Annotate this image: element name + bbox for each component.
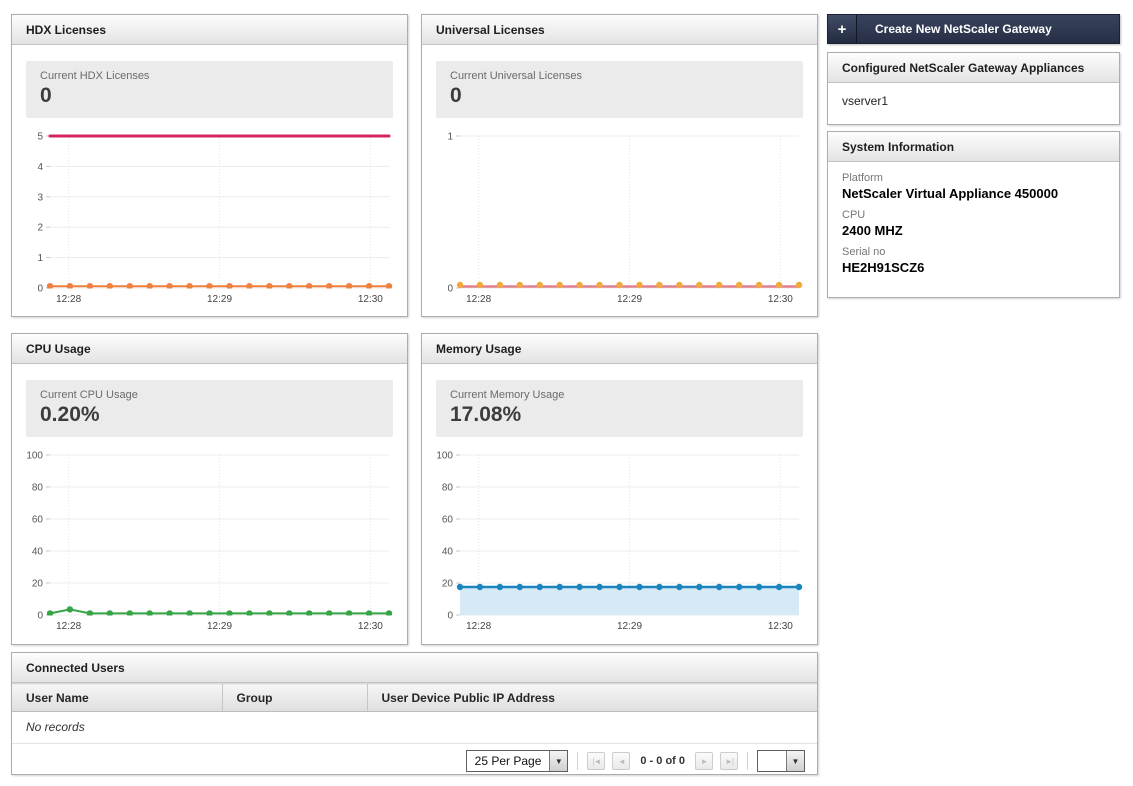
create-new-gateway-label: Create New NetScaler Gateway: [857, 15, 1119, 43]
platform-value: NetScaler Virtual Appliance 450000: [842, 186, 1059, 201]
svg-text:20: 20: [32, 579, 44, 590]
connected-users-title: Connected Users: [12, 653, 817, 683]
universal-stat-value: 0: [450, 84, 462, 107]
svg-text:12:30: 12:30: [358, 294, 383, 305]
platform-label: Platform: [842, 172, 883, 184]
hdx-licenses-panel: HDX Licenses Current HDX Licenses 0 0 1 2 3…: [11, 14, 408, 317]
svg-text:40: 40: [32, 547, 44, 558]
page-jump-value: [758, 751, 786, 771]
memory-usage-panel-title: Memory Usage: [422, 334, 817, 364]
svg-text:80: 80: [32, 483, 44, 494]
page-jump-select[interactable]: ▼: [757, 750, 805, 772]
svg-text:12:28: 12:28: [56, 621, 81, 632]
cpu-usage-panel: CPU Usage Current CPU Usage 0.20% 0 20 40 6…: [11, 333, 408, 645]
hdx-stat-value: 0: [40, 84, 52, 107]
svg-text:100: 100: [26, 451, 43, 462]
svg-text:4: 4: [37, 162, 43, 173]
svg-text:100: 100: [436, 451, 453, 462]
svg-text:12:28: 12:28: [466, 621, 491, 632]
universal-licenses-panel-title: Universal Licenses: [422, 15, 817, 45]
svg-text:60: 60: [442, 515, 454, 526]
memory-stat-label: Current Memory Usage: [450, 389, 565, 401]
svg-text:12:29: 12:29: [617, 621, 642, 632]
cpu-label: CPU: [842, 209, 866, 221]
svg-text:12:28: 12:28: [466, 294, 491, 305]
svg-text:12:28: 12:28: [56, 294, 81, 305]
universal-current-stat: Current Universal Licenses 0: [436, 61, 803, 118]
svg-text:12:29: 12:29: [207, 294, 232, 305]
serial-label: Serial no: [842, 246, 886, 258]
hdx-current-stat: Current HDX Licenses 0: [26, 61, 393, 118]
configured-appliances-title: Configured NetScaler Gateway Appliances: [828, 53, 1119, 83]
pager-divider: [577, 752, 579, 770]
col-user-device-ip: User Device Public IP Address: [366, 683, 817, 712]
svg-text:12:30: 12:30: [358, 621, 383, 632]
svg-text:2: 2: [37, 223, 43, 234]
svg-text:12:29: 12:29: [207, 621, 232, 632]
svg-text:40: 40: [442, 547, 454, 558]
serial-value: HE2H91SCZ6: [842, 260, 925, 275]
memory-stat-value: 17.08%: [450, 403, 522, 426]
configured-appliances-panel: Configured NetScaler Gateway Appliances …: [827, 52, 1120, 125]
cpu-usage-chart: 0 20 40 60 80 100 12:28 12:29 12:30: [18, 447, 399, 633]
connected-users-table: User Name Group User Device Public IP Ad…: [12, 683, 817, 712]
appliance-item-vserver1[interactable]: vserver1: [842, 94, 889, 108]
system-information-panel: System Information Platform NetScaler Vi…: [827, 131, 1120, 298]
cpu-stat-label: Current CPU Usage: [40, 389, 138, 401]
hdx-stat-label: Current HDX Licenses: [40, 70, 150, 82]
page-range-text: 0 - 0 of 0: [640, 755, 685, 767]
svg-text:3: 3: [37, 192, 43, 203]
system-information-title: System Information: [828, 132, 1119, 162]
universal-licenses-panel: Universal Licenses Current Universal Lic…: [421, 14, 818, 317]
cpu-stat-value: 0.20%: [40, 403, 100, 426]
col-user-name: User Name: [12, 683, 222, 712]
memory-usage-chart: 0 20 40 60 80 100 12:28 12:29 12:30: [428, 447, 809, 633]
svg-text:1: 1: [447, 132, 453, 143]
per-page-value: 25 Per Page: [474, 754, 542, 768]
svg-text:12:30: 12:30: [768, 621, 793, 632]
hdx-licenses-panel-title: HDX Licenses: [12, 15, 407, 45]
universal-stat-label: Current Universal Licenses: [450, 70, 583, 82]
last-page-button[interactable]: ►|: [720, 752, 738, 770]
svg-text:0: 0: [37, 284, 43, 295]
connected-users-panel: Connected Users User Name Group User Dev…: [11, 652, 818, 775]
svg-text:12:30: 12:30: [768, 294, 793, 305]
prev-page-button[interactable]: ◄: [612, 752, 631, 770]
per-page-select[interactable]: 25 Per Page ▼: [465, 750, 569, 772]
page-jump-dropdown-arrow-icon[interactable]: ▼: [786, 751, 804, 771]
universal-licenses-chart: 0 1 12:28 12:29 12:30: [428, 128, 809, 306]
svg-text:12:29: 12:29: [617, 294, 642, 305]
col-group: Group: [221, 683, 367, 712]
pager-divider: [747, 752, 748, 770]
svg-text:80: 80: [442, 483, 454, 494]
cpu-usage-panel-title: CPU Usage: [12, 334, 407, 364]
memory-current-stat: Current Memory Usage 17.08%: [436, 380, 803, 437]
first-page-button[interactable]: |◄: [587, 752, 606, 770]
svg-text:1: 1: [37, 253, 43, 264]
cpu-value: 2400 MHZ: [842, 223, 903, 238]
no-records-text: No records: [12, 712, 817, 744]
svg-text:20: 20: [442, 579, 454, 590]
svg-text:60: 60: [32, 515, 44, 526]
memory-usage-panel: Memory Usage Current Memory Usage 17.08%…: [421, 333, 818, 645]
svg-text:5: 5: [37, 132, 43, 143]
per-page-dropdown-arrow-icon[interactable]: ▼: [549, 751, 568, 771]
cpu-current-stat: Current CPU Usage 0.20%: [26, 380, 393, 437]
plus-icon: +: [828, 15, 857, 43]
create-new-gateway-button[interactable]: + Create New NetScaler Gateway: [827, 14, 1120, 44]
hdx-licenses-chart: 0 1 2 3 4 5 12:28 12:29 12:30: [18, 128, 399, 306]
svg-text:0: 0: [447, 284, 453, 295]
system-information-body: Platform NetScaler Virtual Appliance 450…: [828, 162, 1119, 287]
svg-text:0: 0: [37, 611, 43, 622]
svg-text:0: 0: [447, 611, 453, 622]
pagination-bar: 25 Per Page ▼ |◄ ◄ 0 - 0 of 0 ► ►| ▼: [12, 744, 817, 778]
next-page-button[interactable]: ►: [695, 752, 713, 770]
